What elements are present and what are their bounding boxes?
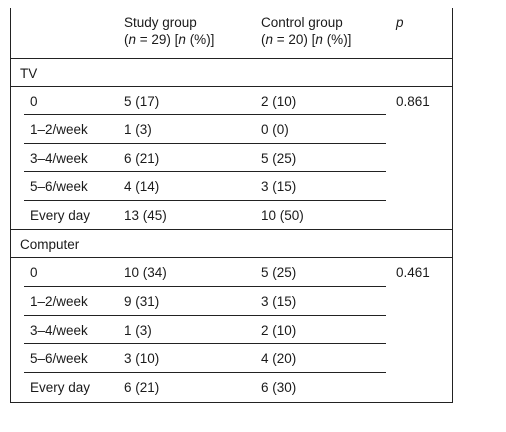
- row-control-value: 4 (20): [261, 351, 297, 366]
- row-divider: [24, 372, 386, 373]
- row-divider: [24, 200, 386, 201]
- row-label: 1–2/week: [30, 294, 88, 309]
- row-study-value: 6 (21): [124, 151, 160, 166]
- row-control-value: 5 (25): [261, 265, 297, 280]
- section-divider-computer: [10, 257, 453, 258]
- header-control-title: Control group: [261, 15, 343, 30]
- row-control-value: 2 (10): [261, 94, 297, 109]
- row-label: 5–6/week: [30, 179, 88, 194]
- header-control-group: Control group (n = 20) [n (%)]: [261, 14, 351, 48]
- row-study-value: 4 (14): [124, 179, 160, 194]
- row-control-value: 5 (25): [261, 151, 297, 166]
- row-label: 1–2/week: [30, 122, 88, 137]
- row-study-value: 1 (3): [124, 323, 152, 338]
- row-study-value: 1 (3): [124, 122, 152, 137]
- header-divider: [10, 58, 453, 59]
- row-control-value: 3 (15): [261, 179, 297, 194]
- row-label: 3–4/week: [30, 151, 88, 166]
- row-label: Every day: [30, 208, 91, 223]
- section-divider-tv: [10, 86, 453, 87]
- row-control-value: 6 (30): [261, 380, 297, 395]
- row-divider: [24, 114, 386, 115]
- row-label: Every day: [30, 380, 91, 395]
- row-label: 5–6/week: [30, 351, 88, 366]
- row-study-value: 6 (21): [124, 380, 160, 395]
- row-control-value: 10 (50): [261, 208, 304, 223]
- row-control-value: 2 (10): [261, 323, 297, 338]
- row-control-value: 3 (15): [261, 294, 297, 309]
- row-divider: [24, 315, 386, 316]
- row-divider: [24, 286, 386, 287]
- header-control-n: (n = 20) [n (%)]: [261, 32, 352, 47]
- header-study-n: (n = 29) [n (%)]: [124, 32, 215, 47]
- row-divider: [24, 343, 386, 344]
- header-study-group: Study group (n = 29) [n (%)]: [124, 14, 214, 48]
- row-study-value: 5 (17): [124, 94, 160, 109]
- row-divider: [24, 171, 386, 172]
- section-divider: [10, 229, 453, 230]
- row-label: 0: [30, 265, 38, 280]
- table-frame: [10, 8, 453, 403]
- header-p: p: [396, 15, 404, 30]
- row-control-value: 0 (0): [261, 122, 289, 137]
- row-study-value: 3 (10): [124, 351, 160, 366]
- section-title-computer: Computer: [20, 237, 80, 252]
- row-divider: [24, 143, 386, 144]
- row-label: 3–4/week: [30, 323, 88, 338]
- row-study-value: 13 (45): [124, 208, 167, 223]
- row-label: 0: [30, 94, 38, 109]
- p-value-tv: 0.861: [396, 94, 430, 109]
- header-study-title: Study group: [124, 15, 197, 30]
- p-value-computer: 0.461: [396, 265, 430, 280]
- section-title-tv: TV: [20, 66, 38, 81]
- row-study-value: 9 (31): [124, 294, 160, 309]
- row-study-value: 10 (34): [124, 265, 167, 280]
